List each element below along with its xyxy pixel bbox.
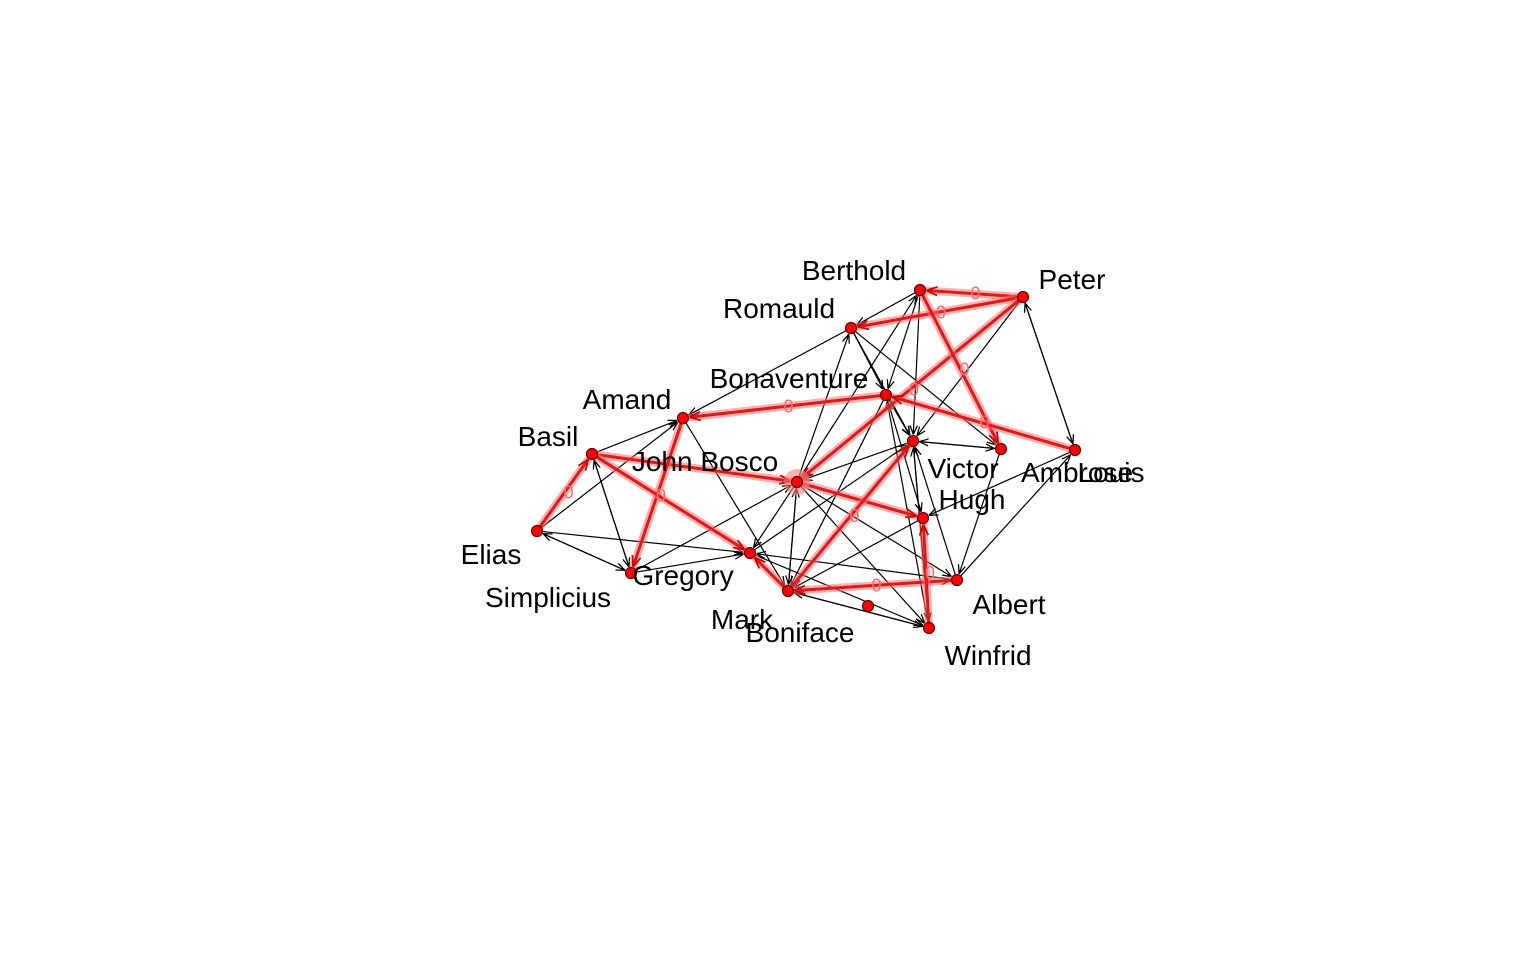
node-ambrose[interactable]: [994, 442, 1008, 456]
edge-labels-layer: 0 0 0 0 0 0 0 0 0 0 0: [563, 284, 989, 596]
node-elias[interactable]: [530, 524, 544, 538]
node-john-bosco[interactable]: [790, 475, 804, 489]
edge-basil-mark: [595, 455, 745, 551]
edge-basil-amand: [596, 420, 677, 453]
node-label-hugh: Hugh: [939, 484, 1006, 515]
nodes-layer: [530, 283, 1082, 635]
node-label-elias: Elias: [461, 539, 522, 570]
node-label-mark: Mark: [711, 604, 774, 635]
edge-winfrid-boniface: [794, 593, 924, 628]
node-label-ambrose: Ambrose: [1021, 457, 1133, 488]
edge-victor-john_bosco: [803, 442, 909, 480]
edge-amand-boniface: [685, 422, 785, 586]
node-boniface[interactable]: [781, 584, 795, 598]
edges-black-layer: [540, 292, 1074, 628]
node-label-berthold: Berthold: [802, 255, 906, 286]
node-label-simplicius: Simplicius: [485, 582, 611, 613]
edge-bonaventure-amand: [689, 394, 881, 418]
edge-berthold-romauld: [857, 292, 916, 325]
edge-weight-label: 0: [925, 563, 935, 583]
edge-louis-bonaventure: [892, 397, 1071, 450]
node-albert[interactable]: [950, 573, 964, 587]
node-label-winfrid: Winfrid: [944, 640, 1031, 671]
node-peter[interactable]: [1016, 290, 1030, 304]
edge-berthold-bonaventure: [888, 295, 919, 389]
edge-weight-label: 0: [970, 284, 980, 304]
edge-peter-victor: [917, 301, 1021, 435]
edge-hugh-boniface: [794, 520, 919, 588]
node-label-peter: Peter: [1039, 264, 1106, 295]
edge-boniface-mark: [755, 558, 786, 589]
edge-louis-peter: [1025, 303, 1074, 445]
edge-louis-hugh: [929, 451, 1071, 515]
node-label-amand: Amand: [583, 384, 672, 415]
edge-mark-victor: [754, 445, 908, 551]
node-label-romauld: Romauld: [723, 293, 835, 324]
edge-albert-victor: [915, 447, 956, 575]
node-winfrid[interactable]: [922, 621, 936, 635]
edge-weight-label: 0: [871, 576, 881, 596]
node-bonaventure[interactable]: [879, 388, 893, 402]
node-label-gregory: Gregory: [632, 560, 733, 591]
edge-john_bosco-mark: [754, 486, 795, 548]
edge-gregory-elias: [543, 534, 627, 572]
edge-romauld-amand: [689, 330, 847, 415]
node-label-albert: Albert: [972, 589, 1045, 620]
edge-weight-label: 0: [783, 397, 793, 417]
edge-gregory-basil: [594, 460, 630, 568]
edge-weight-label: 0: [563, 483, 573, 503]
node-labels-layer: Berthold Peter Romauld Bonaventure AmandBasi…: [461, 255, 1145, 671]
edge-winfrid-hugh: [923, 524, 931, 623]
edge-weight-label: 0: [959, 360, 969, 380]
edge-elias-basil: [538, 459, 588, 528]
node-amand[interactable]: [676, 411, 690, 425]
node-unlabeled[interactable]: [861, 599, 875, 613]
edge-peter-berthold: [926, 290, 1018, 299]
edge-john_bosco-winfrid: [800, 485, 925, 623]
edge-victor-ambrose: [918, 440, 994, 448]
edge-romauld-bonaventure: [853, 332, 883, 389]
edge-weight-label: 0: [849, 506, 859, 526]
edge-peter-romauld: [857, 296, 1018, 327]
edge-weight-label: 0: [979, 413, 989, 433]
node-label-louis: Louis: [1078, 457, 1145, 488]
node-basil[interactable]: [585, 447, 599, 461]
edge-elias-amand: [540, 422, 678, 529]
edge-john_bosco-berthold: [799, 295, 917, 478]
edge-romauld-ambrose: [854, 330, 996, 444]
edge-weight-label: 0: [656, 486, 666, 506]
node-label-bonaventure: Bonaventure: [710, 363, 869, 394]
edge-basil-john_bosco: [597, 453, 790, 481]
edge-boniface-victor: [790, 446, 909, 588]
node-victor[interactable]: [906, 434, 920, 448]
edge-weight-label: 0: [936, 303, 946, 323]
node-label-boniface: Boniface: [746, 617, 855, 648]
node-label-basil: Basil: [518, 421, 579, 452]
node-label-victor: Victor: [927, 453, 998, 484]
node-louis[interactable]: [1068, 443, 1082, 457]
edge-ambrose-albert: [959, 454, 1000, 574]
edge-berthold-ambrose: [921, 294, 1000, 443]
edge-peter-john_bosco: [802, 299, 1020, 477]
node-label-john-bosco: John Bosco: [632, 446, 778, 477]
node-mark[interactable]: [743, 546, 757, 560]
edge-albert-louis: [960, 455, 1071, 577]
edges-highlight-layer: [536, 290, 1074, 627]
node-gregory[interactable]: [624, 566, 638, 580]
edge-weight-label: 0: [909, 380, 919, 400]
node-hugh[interactable]: [916, 511, 930, 525]
node-romauld[interactable]: [844, 321, 858, 335]
edge-gregory-mark: [636, 554, 743, 573]
node-berthold[interactable]: [913, 283, 927, 297]
